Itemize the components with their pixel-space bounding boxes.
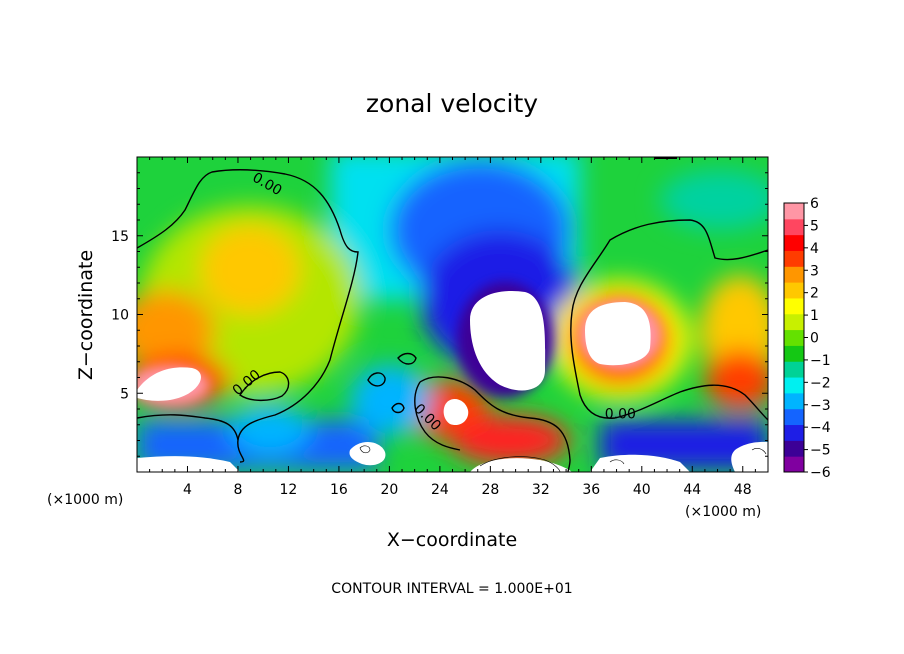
colorbar-tick-label: 0 (810, 331, 819, 347)
thin-contour-b (359, 445, 371, 454)
contour-line-center2 (414, 381, 461, 451)
colorbar-swatch (784, 203, 804, 220)
colorbar-tick-label: −3 (810, 398, 831, 414)
colorbar-tick-label: 3 (810, 263, 819, 279)
y-axis: 5 10 15 (111, 172, 768, 457)
colorbar-swatch (784, 329, 804, 346)
colorbar-tick-label: −4 (810, 420, 831, 436)
x-tick-label: 4 (183, 482, 192, 498)
colorbar-swatch (784, 361, 804, 378)
x-tick-label: 16 (330, 482, 348, 498)
colorbar-tick-label: 2 (810, 286, 819, 302)
x-tick-label: 20 (380, 482, 398, 498)
colorbar-tick-label: −5 (810, 443, 831, 459)
top-dash-mark (655, 157, 677, 159)
colorbar-swatch (784, 250, 804, 267)
white-region-se (590, 454, 690, 472)
x-tick-label: 12 (280, 482, 298, 498)
x-axis: 4 8 12 16 20 24 28 32 36 40 44 48 (149, 157, 756, 498)
colorbar: 6 5 4 3 2 1 0 −1 −2 −3 −4 −5 −6 (783, 196, 831, 481)
x-tick-label: 32 (532, 482, 550, 498)
white-region-center (443, 398, 469, 426)
field-orange-west (200, 225, 300, 315)
y-axis-title: Z−coordinate (75, 250, 97, 380)
thin-contours (359, 445, 767, 472)
white-region-bottom-left (137, 456, 240, 472)
y-tick-label: 5 (120, 386, 129, 402)
zero-contours (137, 169, 768, 472)
colorbar-tick-label: 5 (810, 218, 819, 234)
field-cyan-center (350, 365, 430, 435)
white-region-east (585, 302, 651, 366)
white-region-negative (470, 290, 546, 391)
colorbar-swatch (784, 408, 804, 426)
colorbar-tick-label: 4 (810, 241, 819, 257)
contour-loop-d (239, 371, 290, 402)
colorbar-swatch (784, 377, 804, 394)
contour-line-sw (137, 414, 239, 441)
z-unit-label: (×1000 m) (47, 492, 123, 508)
colorbar-swatch (784, 266, 804, 283)
field-cyan-sw (230, 405, 310, 455)
contour-line-east (570, 219, 768, 421)
x-tick-label: 24 (431, 482, 449, 498)
white-region-sw (137, 367, 201, 401)
chart-title: zonal velocity (366, 89, 538, 118)
contour-line-center (419, 376, 571, 472)
colorbar-tick-label: −2 (810, 375, 831, 391)
colorbar-swatch (784, 456, 804, 473)
colorbar-swatch (784, 424, 804, 441)
thin-contour-d (751, 448, 767, 455)
x-unit-label: (×1000 m) (685, 504, 761, 520)
y-tick-label: 10 (111, 308, 129, 324)
colorbar-swatch (784, 392, 804, 410)
x-tick-label: 44 (683, 482, 701, 498)
contour-loop-c (391, 402, 405, 414)
y-tick-label: 15 (111, 229, 129, 245)
white-region-bottom-center (470, 458, 572, 472)
colorbar-swatch (784, 218, 804, 236)
colorbar-swatch (784, 345, 804, 362)
colorbar-tick-label: −1 (810, 353, 831, 369)
field-teal-ne (660, 170, 768, 230)
x-axis-title: X−coordinate (387, 529, 517, 551)
x-tick-label: 36 (582, 482, 600, 498)
colorbar-swatch (784, 297, 804, 315)
white-region-far-se (731, 441, 768, 472)
colorbar-swatch (784, 282, 804, 299)
x-tick-label: 28 (481, 482, 499, 498)
x-tick-label: 8 (233, 482, 242, 498)
contour-interval-text: CONTOUR INTERVAL = 1.000E+01 (331, 581, 572, 597)
colorbar-tick-label: 1 (810, 308, 819, 324)
x-tick-label: 48 (734, 482, 752, 498)
x-tick-label: 40 (633, 482, 651, 498)
contour-loop-a (367, 372, 386, 387)
contour-loop-b (397, 352, 417, 365)
thin-contour-a (479, 456, 561, 472)
field-red-east2 (705, 350, 768, 410)
contour-line-west (137, 169, 359, 463)
thin-contour-c (609, 459, 625, 465)
heatmap-field (137, 157, 768, 472)
field-orange-sw (137, 290, 215, 370)
colorbar-tick-label: 6 (810, 196, 819, 212)
white-region-south (349, 441, 386, 466)
colorbar-tick-label: −6 (810, 465, 831, 481)
contour-label: 0.00 (605, 406, 636, 422)
colorbar-swatch (784, 440, 804, 457)
colorbar-swatch (784, 234, 804, 251)
colorbar-swatch (784, 313, 804, 331)
field-red-south (450, 415, 570, 465)
